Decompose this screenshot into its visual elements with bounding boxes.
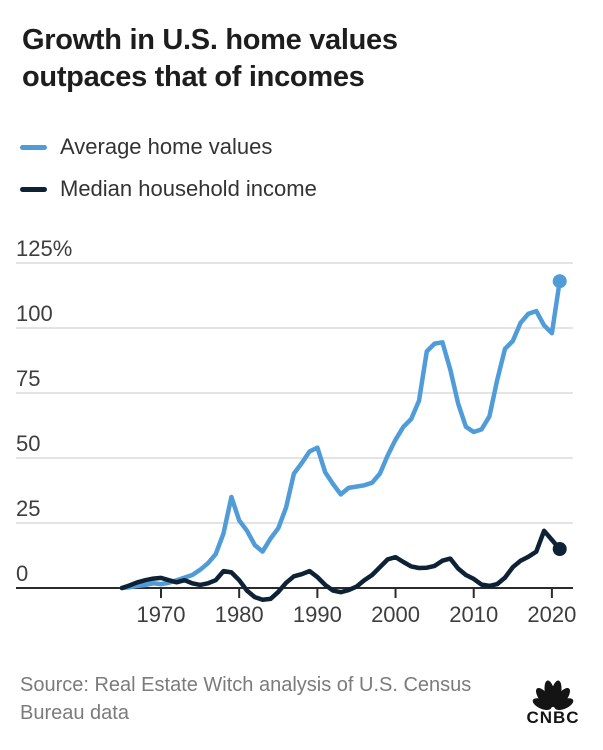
y-tick-label: 75 [16,366,40,391]
y-tick-label: 100 [16,301,53,326]
x-tick-label: 1980 [215,602,264,627]
x-tick-label: 2010 [449,602,498,627]
chart-legend: Average home values Median household inc… [20,133,317,217]
peacock-feather [554,698,574,710]
source-credit: Source: Real Estate Witch analysis of U.… [20,671,520,727]
legend-label-home-values: Average home values [60,134,273,159]
income-swatch-icon [20,186,47,192]
cnbc-logo-text: CNBC [526,708,580,727]
chart-title-line2: outpaces that of incomes [22,61,365,93]
peacock-icon [532,680,574,710]
x-tick-label: 2020 [527,602,576,627]
y-tick-label: 25 [16,496,40,521]
chart-title: Growth in U.S. home values outpaces that… [22,22,582,96]
home-values-line [119,278,562,591]
x-tick-label: 1970 [137,602,186,627]
legend-item-home-values: Average home values [20,133,317,161]
source-line1: Source: Real Estate Witch analysis of U.… [20,674,472,696]
chart-title-line1: Growth in U.S. home values [22,24,398,56]
x-tick-label: 1990 [293,602,342,627]
legend-item-income: Median household income [20,175,317,203]
source-line2: Bureau data [20,702,129,724]
y-tick-label: 125% [16,236,72,261]
y-tick-label: 50 [16,431,40,456]
home-values-end-dot [552,274,567,289]
x-tick-label: 2000 [371,602,420,627]
peacock-feather [532,698,552,710]
y-tick-label: 0 [16,561,28,586]
home-values-swatch-icon [20,144,47,150]
legend-label-income: Median household income [60,176,317,201]
income-line [119,528,562,602]
cnbc-logo: CNBC [521,676,585,728]
income-end-dot [552,542,567,556]
